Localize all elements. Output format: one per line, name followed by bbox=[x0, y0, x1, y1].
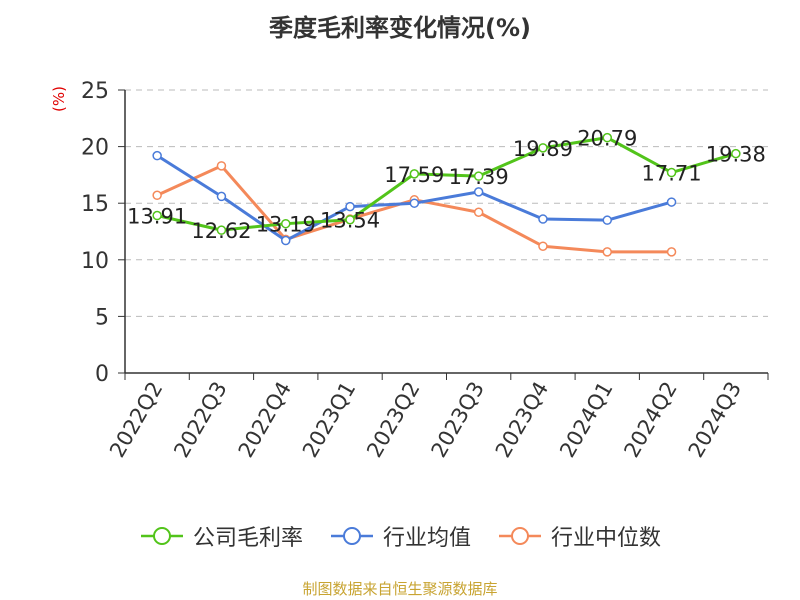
y-tick-label: 0 bbox=[95, 362, 109, 387]
x-tick-label: 2022Q4 bbox=[234, 378, 296, 462]
data-point bbox=[409, 169, 420, 179]
data-point bbox=[409, 198, 420, 208]
x-tick-label: 2023Q4 bbox=[491, 378, 553, 462]
data-point bbox=[281, 218, 291, 229]
y-tick-label: 25 bbox=[81, 79, 109, 104]
data-label: 12.62 bbox=[191, 219, 251, 243]
legend-label: 公司毛利率 bbox=[192, 526, 303, 551]
legend-item-industry-mean[interactable]: 行业均值 bbox=[329, 520, 471, 552]
data-point bbox=[666, 167, 677, 178]
x-tick-label: 2022Q2 bbox=[105, 378, 167, 462]
data-label: 19.89 bbox=[513, 137, 573, 161]
data-point bbox=[152, 150, 162, 161]
data-point bbox=[473, 187, 484, 197]
x-tick-label: 2023Q2 bbox=[362, 378, 424, 462]
data-label: 17.71 bbox=[641, 162, 701, 186]
data-point bbox=[538, 214, 548, 224]
data-point bbox=[538, 241, 548, 251]
legend-marker-icon bbox=[140, 527, 183, 545]
data-point bbox=[473, 207, 484, 218]
data-point bbox=[666, 247, 677, 257]
data-point bbox=[731, 148, 741, 159]
data-point bbox=[602, 247, 612, 257]
legend-marker-icon bbox=[499, 527, 541, 545]
legend: 公司毛利率 行业均值 行业中位数 bbox=[0, 520, 800, 552]
data-point bbox=[538, 143, 548, 153]
x-tick-label: 2024Q3 bbox=[684, 378, 746, 462]
x-tick-label: 2024Q1 bbox=[555, 378, 617, 462]
data-point bbox=[602, 132, 612, 143]
data-label: 17.59 bbox=[384, 163, 444, 187]
data-label: 20.79 bbox=[577, 127, 637, 151]
x-tick-label: 2023Q3 bbox=[427, 378, 489, 462]
data-label: 19.38 bbox=[706, 143, 766, 167]
data-label: 13.91 bbox=[127, 205, 187, 229]
legend-label: 行业均值 bbox=[382, 526, 471, 551]
data-point bbox=[345, 214, 355, 225]
data-point bbox=[281, 235, 291, 246]
y-tick-label: 5 bbox=[95, 305, 109, 330]
data-label: 13.54 bbox=[320, 209, 380, 233]
data-point bbox=[216, 225, 227, 235]
data-label: 17.39 bbox=[449, 165, 509, 189]
data-point bbox=[216, 161, 227, 171]
data-point bbox=[152, 210, 162, 221]
x-tick-label: 2023Q1 bbox=[298, 378, 360, 462]
data-point bbox=[666, 197, 677, 207]
legend-label: 行业中位数 bbox=[551, 526, 662, 551]
data-label: 13.19 bbox=[256, 213, 316, 237]
data-point bbox=[152, 190, 162, 201]
legend-marker-icon bbox=[330, 527, 373, 545]
x-tick-label: 2024Q2 bbox=[619, 378, 681, 462]
legend-item-company[interactable]: 公司毛利率 bbox=[139, 520, 303, 552]
data-point bbox=[602, 215, 612, 225]
legend-item-industry-median[interactable]: 行业中位数 bbox=[497, 520, 661, 552]
source-note: 制图数据来自恒生聚源数据库 bbox=[302, 580, 498, 598]
y-tick-label: 15 bbox=[81, 192, 109, 217]
series-line bbox=[156, 136, 737, 232]
data-point bbox=[473, 171, 484, 181]
y-tick-label: 10 bbox=[81, 249, 109, 274]
chart-title: 季度毛利率变化情况(%) bbox=[269, 14, 531, 42]
data-point bbox=[345, 201, 355, 212]
x-tick-label: 2022Q3 bbox=[169, 378, 231, 462]
data-point bbox=[216, 191, 227, 202]
y-tick-label: 20 bbox=[81, 136, 109, 161]
